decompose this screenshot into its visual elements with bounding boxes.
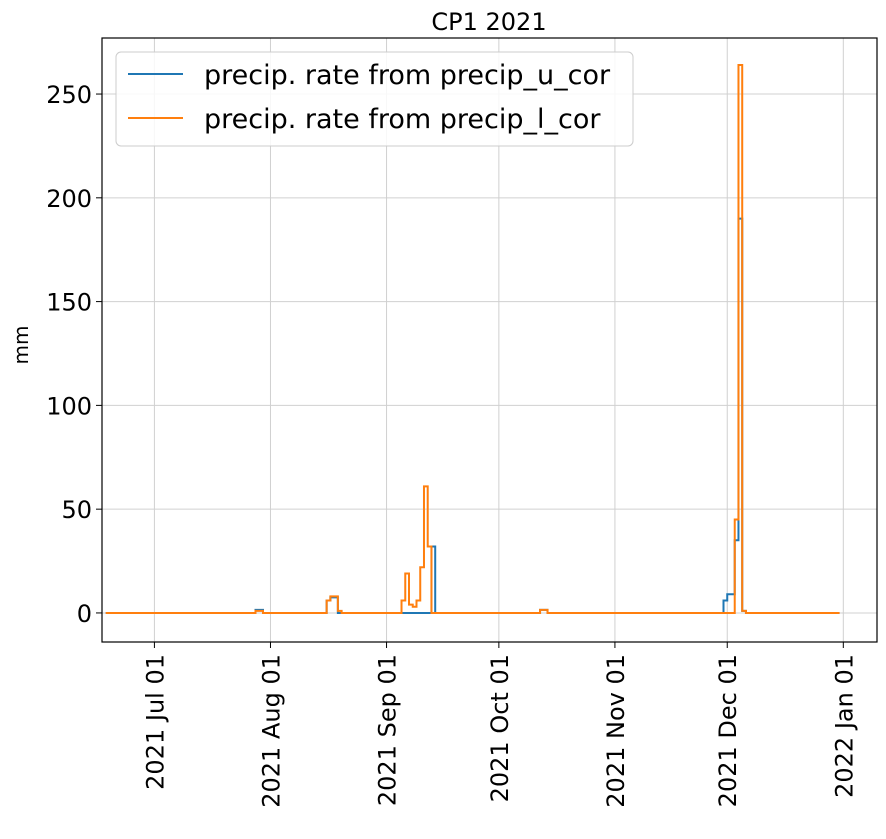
legend-label-u-cor: precip. rate from precip_u_cor bbox=[204, 60, 611, 91]
y-tick-label: 250 bbox=[46, 81, 92, 109]
y-tick-label: 0 bbox=[77, 600, 92, 628]
legend-label-l-cor: precip. rate from precip_l_cor bbox=[204, 104, 601, 135]
legend: precip. rate from precip_u_cor precip. r… bbox=[115, 51, 634, 147]
y-tick-label: 100 bbox=[46, 392, 92, 420]
x-tick-label: 2021 Nov 01 bbox=[602, 654, 630, 808]
y-axis-label: mm bbox=[9, 326, 33, 365]
x-tick-label: 2021 Jul 01 bbox=[141, 654, 169, 790]
series-layer bbox=[105, 63, 840, 614]
x-tick-label: 2021 Oct 01 bbox=[486, 654, 514, 802]
y-tick-label: 200 bbox=[46, 185, 92, 213]
series-line-u-cor bbox=[105, 217, 840, 614]
x-tick-label: 2021 Dec 01 bbox=[714, 654, 742, 807]
chart-title: CP1 2021 bbox=[431, 8, 546, 36]
y-tick-label: 50 bbox=[61, 496, 92, 524]
legend-box bbox=[115, 51, 634, 147]
y-tick-label: 150 bbox=[46, 289, 92, 317]
x-tick-label: 2022 Jan 01 bbox=[830, 654, 858, 798]
series-line-l-cor bbox=[105, 63, 840, 614]
x-axis: 2021 Jul 01 2021 Aug 01 2021 Sep 01 2021 Oc… bbox=[141, 642, 858, 808]
x-tick-label: 2021 Aug 01 bbox=[257, 654, 285, 808]
y-axis: 0 50 100 150 200 250 bbox=[46, 81, 102, 628]
plot-frame bbox=[101, 37, 878, 643]
x-tick-label: 2021 Sep 01 bbox=[374, 654, 402, 806]
